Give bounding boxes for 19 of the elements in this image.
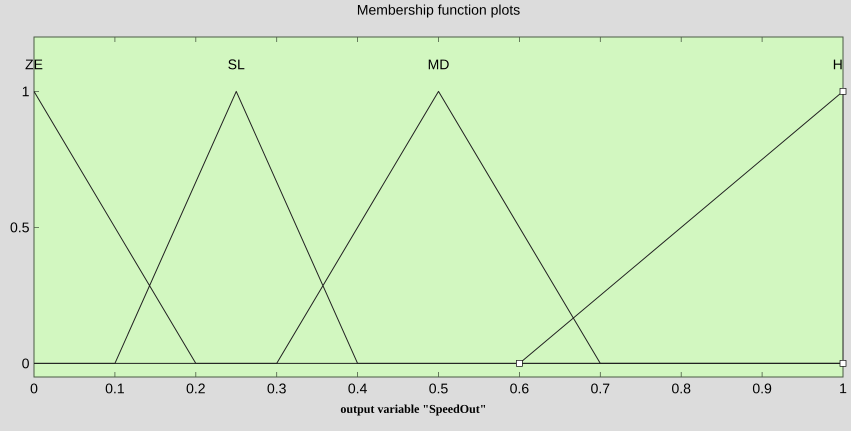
x-tick-label: 0.7	[591, 384, 610, 394]
x-tick-label: 0.5	[429, 384, 448, 394]
x-axis-title: output variable "SpeedOut"	[340, 404, 486, 416]
chart-title: Membership function plots	[358, 4, 520, 18]
x-tick-label: 0.4	[348, 384, 367, 394]
x-tick-label: 0.1	[106, 384, 124, 394]
x-tick-label: 0	[30, 384, 38, 394]
x-tick-label: 1	[840, 384, 846, 394]
x-tick-label: 0.6	[510, 384, 529, 394]
x-tick-label: 0.2	[186, 384, 205, 394]
x-tick-label: 0.8	[672, 384, 690, 394]
y-tick-label: 1	[22, 86, 29, 96]
series-label: H	[834, 60, 842, 70]
series-label: MD	[428, 60, 449, 70]
series-label: SL	[228, 59, 244, 70]
y-tick-label: 0	[22, 358, 29, 368]
x-tick-label: 0.9	[752, 384, 772, 394]
y-tick-label: 0.5	[10, 222, 29, 232]
x-tick-label: 0.3	[268, 384, 286, 394]
